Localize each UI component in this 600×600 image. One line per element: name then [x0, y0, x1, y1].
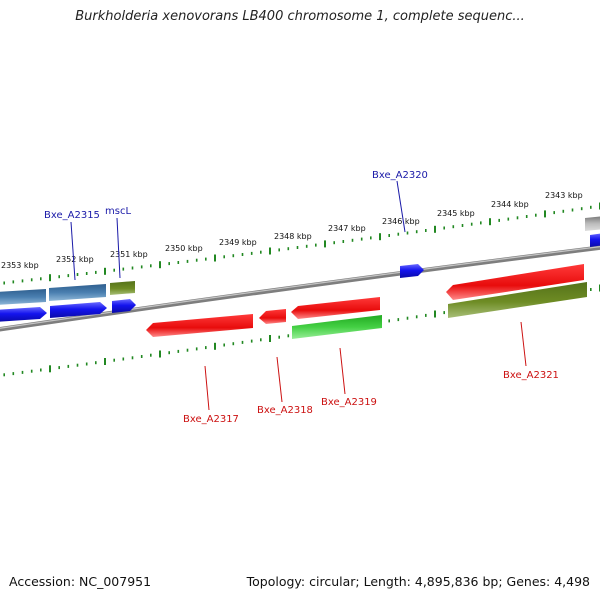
gene-feature[interactable]	[590, 233, 600, 247]
gene-feature[interactable]	[0, 307, 47, 322]
chromosome-backbone	[0, 245, 600, 332]
gene-feature[interactable]	[448, 282, 587, 318]
scale-label: 2350 kbp	[165, 244, 203, 253]
scale-label: 2348 kbp	[274, 232, 312, 241]
gene-feature[interactable]	[112, 299, 136, 313]
gene-feature[interactable]	[146, 314, 253, 337]
gene-label[interactable]: Bxe_A2320	[372, 170, 428, 181]
scale-label: 2349 kbp	[219, 238, 257, 247]
gene-label[interactable]: Bxe_A2319	[321, 397, 377, 408]
gene-feature[interactable]	[0, 289, 46, 305]
gene-label[interactable]: Bxe_A2318	[257, 405, 313, 416]
gene-label[interactable]: Bxe_A2315	[44, 210, 100, 221]
reverse-strand-genes	[146, 264, 587, 339]
gene-label[interactable]: Bxe_A2317	[183, 414, 239, 425]
forward-strand-genes	[0, 216, 600, 322]
gene-label[interactable]: mscL	[105, 206, 131, 217]
gene-feature[interactable]	[585, 216, 600, 231]
label-leaders	[70, 180, 527, 411]
scale-label: 2352 kbp	[56, 255, 94, 264]
scale-label: 2344 kbp	[491, 200, 529, 209]
gene-feature[interactable]	[259, 309, 286, 324]
topology-summary: Topology: circular; Length: 4,895,836 bp…	[246, 574, 590, 589]
scale-labels: 2353 kbp 2352 kbp 2351 kbp 2350 kbp 2349…	[1, 191, 583, 270]
gene-feature[interactable]	[49, 284, 106, 301]
map-title: Burkholderia xenovorans LB400 chromosome…	[75, 9, 525, 24]
scale-label: 2345 kbp	[437, 209, 475, 218]
gene-feature[interactable]	[400, 264, 424, 278]
gene-feature[interactable]	[446, 264, 584, 300]
gene-feature[interactable]	[50, 302, 107, 318]
outer-scale-ticks	[3, 202, 600, 285]
scale-label: 2346 kbp	[382, 217, 420, 226]
scale-label: 2353 kbp	[1, 261, 39, 270]
scale-label: 2351 kbp	[110, 250, 148, 259]
gene-feature[interactable]	[292, 315, 382, 339]
gene-labels: Bxe_A2315 mscL Bxe_A2320 Bxe_A2317 Bxe_A…	[44, 170, 559, 425]
gene-feature[interactable]	[110, 281, 135, 295]
accession-text: Accession: NC_007951	[9, 574, 152, 589]
scale-label: 2347 kbp	[328, 224, 366, 233]
gene-label[interactable]: Bxe_A2321	[503, 370, 559, 381]
scale-label: 2343 kbp	[545, 191, 583, 200]
gene-feature[interactable]	[291, 297, 380, 319]
